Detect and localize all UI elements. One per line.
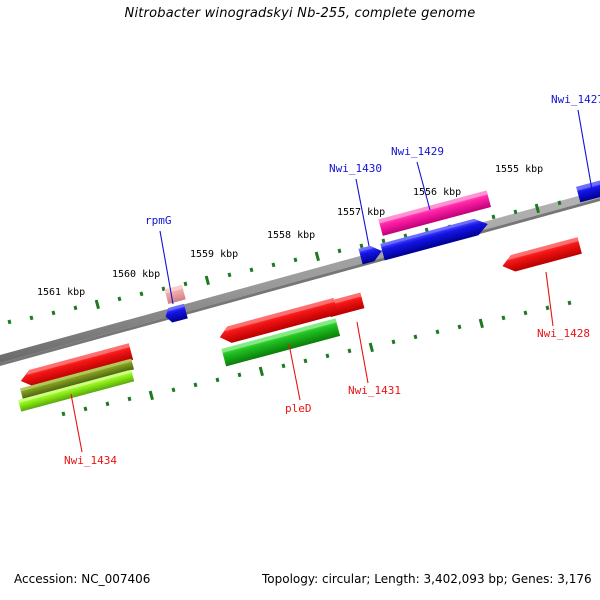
scale-ticks-forward [7,195,584,325]
gene-label-nwi-1430[interactable]: Nwi_1430 [329,162,382,175]
gene-label-pled[interactable]: pleD [285,402,312,415]
scale-label-1559: 1559 kbp [190,249,238,260]
scale-label-1556: 1556 kbp [413,187,461,198]
genome-stats-text: Topology: circular; Length: 3,402,093 bp… [262,572,592,586]
scale-label-1557: 1557 kbp [337,207,385,218]
scale-label-1555: 1555 kbp [495,164,543,175]
leader-nwi-1434 [70,393,83,453]
scale-ticks-reverse [61,300,572,417]
scale-label-1560: 1560 kbp [112,269,160,280]
page-title: Nitrobacter winogradskyi Nb-255, complet… [124,6,476,21]
scale-label-1558: 1558 kbp [267,230,315,241]
gene-labels: Nwi_1427 Nwi_1429 Nwi_1430 rpmG Nwi_1428… [64,93,600,467]
gene-feature-pled[interactable] [221,318,341,367]
leader-nwi-1429 [416,161,431,211]
gene-feature-nwi-1430[interactable] [380,216,490,261]
gene-feature-rpmg[interactable] [164,303,188,324]
gene-feature-nwi-1427[interactable] [576,176,600,203]
gene-label-nwi-1434[interactable]: Nwi_1434 [64,454,117,467]
label-leader-lines [70,109,593,453]
gene-label-nwi-1429[interactable]: Nwi_1429 [391,145,444,158]
leader-nwi-1430 [355,178,370,247]
gene-feature-nwi-1434-green[interactable] [18,369,135,412]
leader-rpmg [159,230,174,305]
gene-feature-nwi-1431[interactable] [218,298,338,345]
gene-label-rpmg[interactable]: rpmG [145,214,172,227]
leader-nwi-1431 [356,321,369,384]
leader-nwi-1427 [577,109,593,191]
gene-feature-nwi-1434[interactable] [19,343,134,389]
gene-feature-rpmg-box[interactable] [164,284,186,305]
gene-feature-nwi-1434-olive[interactable] [20,358,134,400]
gene-feature-nwi-1430-left[interactable] [358,243,384,265]
scale-tick-labels: 1561 kbp 1560 kbp 1559 kbp 1558 kbp 1557… [37,164,543,298]
leader-nwi-1428 [545,271,554,327]
gene-label-nwi-1428[interactable]: Nwi_1428 [537,327,590,340]
gene-label-nwi-1431[interactable]: Nwi_1431 [348,384,401,397]
leader-pled [288,343,301,401]
gene-label-nwi-1427[interactable]: Nwi_1427 [551,93,600,106]
gene-feature-nwi-1429[interactable] [378,190,491,236]
accession-text: Accession: NC_007406 [14,572,151,586]
scale-label-1561: 1561 kbp [37,287,85,298]
gene-feature-nwi-1428[interactable] [500,237,582,274]
